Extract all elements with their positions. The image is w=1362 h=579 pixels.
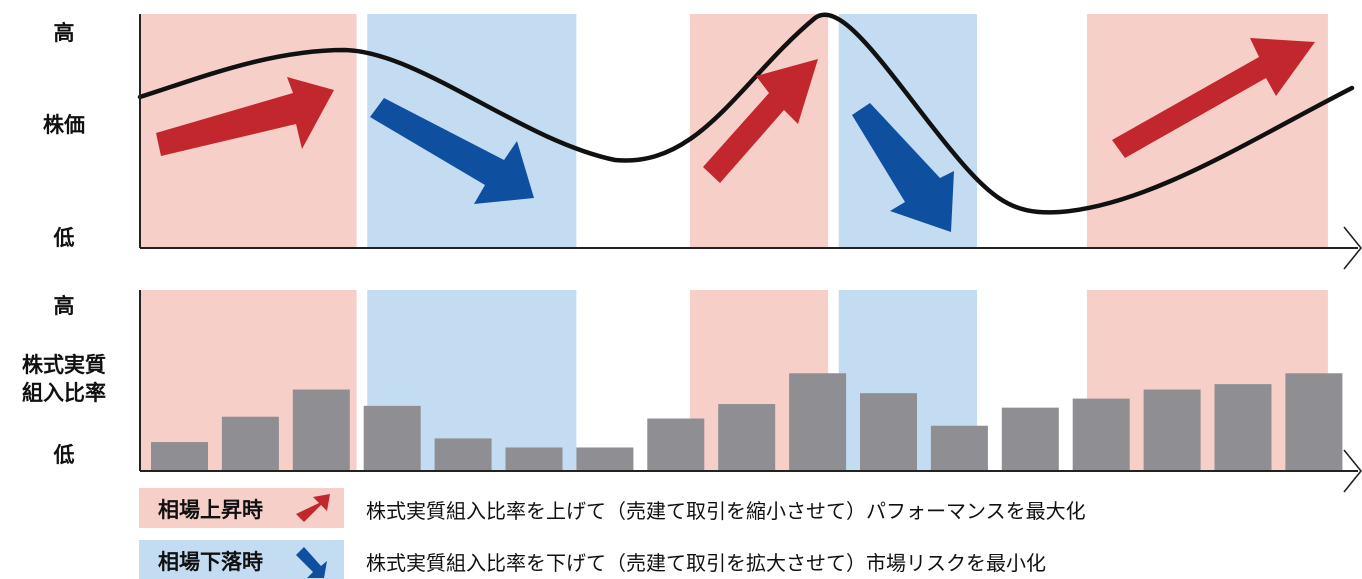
bar xyxy=(292,389,350,471)
fall-arrow-2 xyxy=(852,103,954,232)
bar xyxy=(151,442,208,471)
bar xyxy=(930,425,988,471)
bar xyxy=(434,438,492,471)
legend-rise-tag: 相場上昇時 xyxy=(158,498,263,522)
stock-price-curve xyxy=(137,12,1355,215)
bar xyxy=(1072,398,1130,471)
axes xyxy=(139,14,1362,493)
top-low-label: 低 xyxy=(53,226,75,250)
bar xyxy=(1001,407,1059,471)
bar xyxy=(718,404,776,471)
bottom-high-label: 高 xyxy=(54,294,75,318)
legend-fall-text: 株式実質組入比率を下げて（売建て取引を拡大させて）市場リスクを最小化 xyxy=(366,551,1046,575)
bottom-axis-title-line2: 組入比率 xyxy=(22,381,106,405)
bar xyxy=(860,393,917,471)
rise-arrow-1 xyxy=(156,77,334,156)
bar xyxy=(1285,373,1343,471)
bottom-low-label: 低 xyxy=(53,443,75,467)
bar xyxy=(363,405,421,471)
bar xyxy=(1143,389,1201,471)
top-axis-title: 株価 xyxy=(43,113,85,137)
bar xyxy=(647,418,705,471)
equity-ratio-bars xyxy=(151,373,1343,471)
fall-arrow-1 xyxy=(370,98,534,204)
up-right-arrow-icon xyxy=(296,494,330,522)
bottom-x-axis-arrowhead xyxy=(1343,449,1362,493)
legend: 相場上昇時 株式実質組入比率を上げて（売建て取引を縮小させて）パフォーマンスを最… xyxy=(139,488,1086,579)
top-zone-layer xyxy=(140,14,1328,248)
down-right-arrow-icon xyxy=(296,547,327,578)
top-high-label: 高 xyxy=(54,21,75,45)
rise-arrow-2 xyxy=(703,59,818,183)
legend-rise-text: 株式実質組入比率を上げて（売建て取引を縮小させて）パフォーマンスを最大化 xyxy=(366,499,1086,523)
bar xyxy=(576,447,634,471)
top-x-axis-arrowhead xyxy=(1343,226,1362,270)
bar xyxy=(789,373,847,471)
trend-arrows xyxy=(156,38,1315,232)
bar xyxy=(1214,384,1272,471)
bar xyxy=(505,447,563,471)
rise-arrow-3 xyxy=(1112,38,1315,158)
bottom-axis-title-line1: 株式実質 xyxy=(22,353,106,377)
legend-fall-tag: 相場下落時 xyxy=(158,550,263,574)
bar xyxy=(221,416,279,471)
